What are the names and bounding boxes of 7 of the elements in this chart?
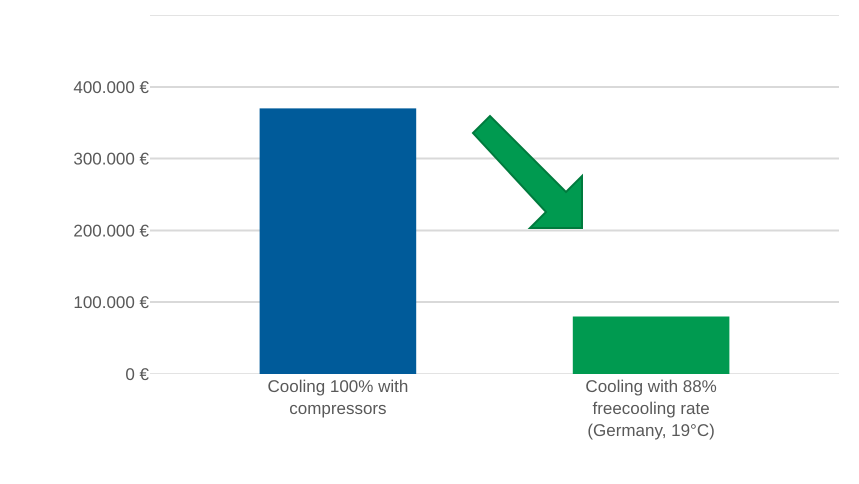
y-tick-label: 400.000 € <box>73 78 150 97</box>
x-tick-label: Cooling 100% with compressors <box>268 377 408 418</box>
y-tick-label: 200.000 € <box>73 221 150 240</box>
x-tick-label: Cooling with 88% freecooling rate (Germany, 19°C) <box>585 377 717 440</box>
y-tick-label: 300.000 € <box>73 150 150 169</box>
y-tick-label: 100.000 € <box>73 293 150 312</box>
y-tick-label: 0 € <box>125 364 150 384</box>
